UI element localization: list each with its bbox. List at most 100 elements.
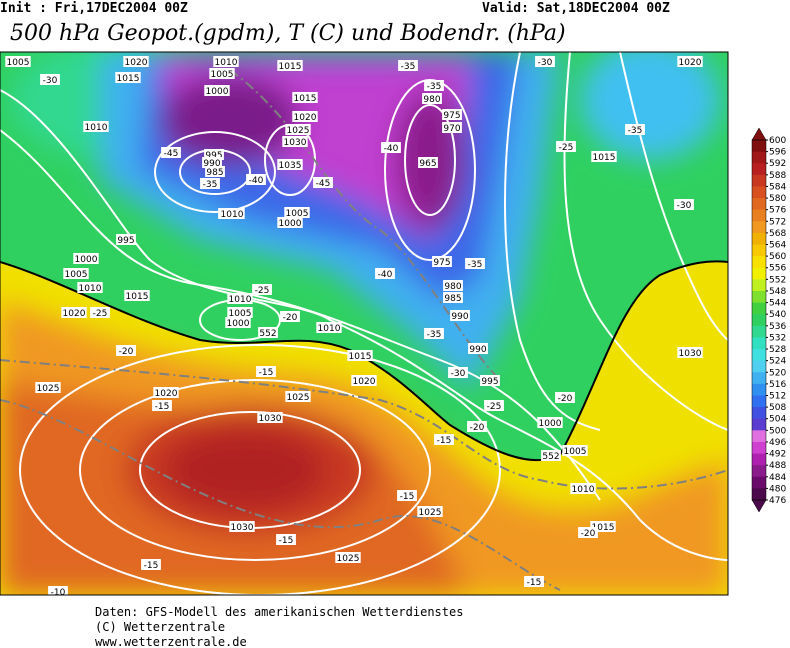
colorbar-band	[752, 290, 766, 304]
label-box	[418, 157, 438, 168]
label-box	[570, 483, 596, 494]
label-text: 965	[419, 159, 436, 169]
contour-label: 1030	[677, 347, 703, 359]
label-text: 995	[117, 236, 134, 246]
label-box	[424, 80, 444, 91]
label-text: -40	[378, 270, 393, 280]
label-box	[280, 311, 300, 322]
colorbar-band	[752, 395, 766, 408]
contour-label: -15	[434, 434, 454, 446]
colorbar-band	[752, 418, 766, 431]
label-box	[465, 258, 485, 269]
contour-label: 1000	[277, 217, 303, 229]
contour-label: 990	[468, 343, 488, 355]
label-box	[292, 111, 318, 122]
contour-label: 975	[432, 256, 452, 268]
contour-label: 1015	[124, 290, 150, 302]
colorbar-band	[752, 198, 766, 211]
colorbar-band	[752, 314, 766, 327]
contour-label: 1015	[347, 350, 373, 362]
contour-label: 1005	[209, 68, 235, 80]
label-box	[442, 109, 462, 120]
label-text: 1015	[349, 352, 372, 362]
label-text: -25	[255, 286, 270, 296]
contour-label: 1020	[677, 56, 703, 68]
contour-label: 970	[442, 122, 462, 134]
colorbar-band	[752, 372, 766, 385]
label-box	[398, 60, 418, 71]
label-box	[448, 367, 468, 378]
contour-label: 990	[202, 157, 222, 169]
colorbar-band	[752, 430, 766, 443]
colorbar-band	[752, 488, 766, 501]
label-box	[229, 521, 255, 532]
label-text: -35	[468, 260, 483, 270]
contour-label: -25	[484, 400, 504, 412]
label-text: -15	[527, 578, 542, 588]
colorbar-bottom-arrow	[751, 499, 767, 513]
label-box	[123, 56, 149, 67]
colorbar-label: 524	[769, 357, 786, 367]
label-text: 995	[205, 151, 222, 161]
label-box	[277, 217, 303, 228]
contour-label: 1005	[63, 268, 89, 280]
label-box	[202, 157, 222, 168]
label-box	[562, 445, 588, 456]
contour-label: -15	[141, 559, 161, 571]
label-box	[674, 199, 694, 210]
contour-label: 985	[443, 292, 463, 304]
colorbar-band	[752, 209, 766, 222]
label-text: 1030	[259, 414, 282, 424]
label-box	[443, 292, 463, 303]
label-text: -20	[119, 347, 134, 357]
colorbar-band	[752, 465, 766, 478]
colorbar-label: 548	[769, 287, 786, 297]
contour-label: 1035	[277, 159, 303, 171]
contour-label: -15	[524, 576, 544, 588]
colorbar-label: 512	[769, 391, 786, 401]
colorbar-label: 484	[769, 473, 786, 483]
contour-label: 1015	[591, 151, 617, 163]
colorbar-label: 592	[769, 159, 786, 169]
label-text: -15	[155, 402, 170, 412]
label-box	[555, 392, 575, 403]
label-box	[285, 124, 311, 135]
label-text: -10	[51, 588, 66, 598]
label-box	[153, 387, 179, 398]
label-box	[351, 375, 377, 386]
label-box	[61, 307, 87, 318]
colorbar-label: 504	[769, 415, 786, 425]
colorbar-label: 500	[769, 426, 786, 436]
contour-label: -35	[200, 178, 220, 190]
label-text: -15	[259, 368, 274, 378]
contour-label: 1020	[351, 375, 377, 387]
contour-label: 1020	[153, 387, 179, 399]
label-text: 1030	[679, 349, 702, 359]
contour-label: -40	[246, 174, 266, 186]
contour-label: 1030	[282, 136, 308, 148]
label-text: 1015	[294, 94, 317, 104]
label-box	[537, 417, 563, 428]
contour-label: -20	[578, 527, 598, 539]
label-box	[200, 178, 220, 189]
colorbar-top-arrow	[751, 127, 767, 141]
label-text: 1000	[539, 419, 562, 429]
label-text: 1010	[221, 210, 244, 220]
label-box	[313, 177, 333, 188]
colorbar-band	[752, 221, 766, 234]
isotherms	[0, 69, 728, 591]
label-text: -15	[279, 536, 294, 546]
label-text: -35	[427, 330, 442, 340]
contour-label: 1005	[562, 445, 588, 457]
colorbar-label: 572	[769, 217, 786, 227]
colorbar-band	[752, 163, 766, 176]
colorbar-label: 596	[769, 148, 786, 158]
label-text: -15	[144, 561, 159, 571]
label-text: -30	[43, 76, 58, 86]
label-text: -40	[249, 176, 264, 186]
contour-label: 995	[116, 234, 136, 246]
init-time: Init : Fri,17DEC2004 00Z	[0, 1, 188, 16]
colorbar-band	[752, 279, 766, 292]
